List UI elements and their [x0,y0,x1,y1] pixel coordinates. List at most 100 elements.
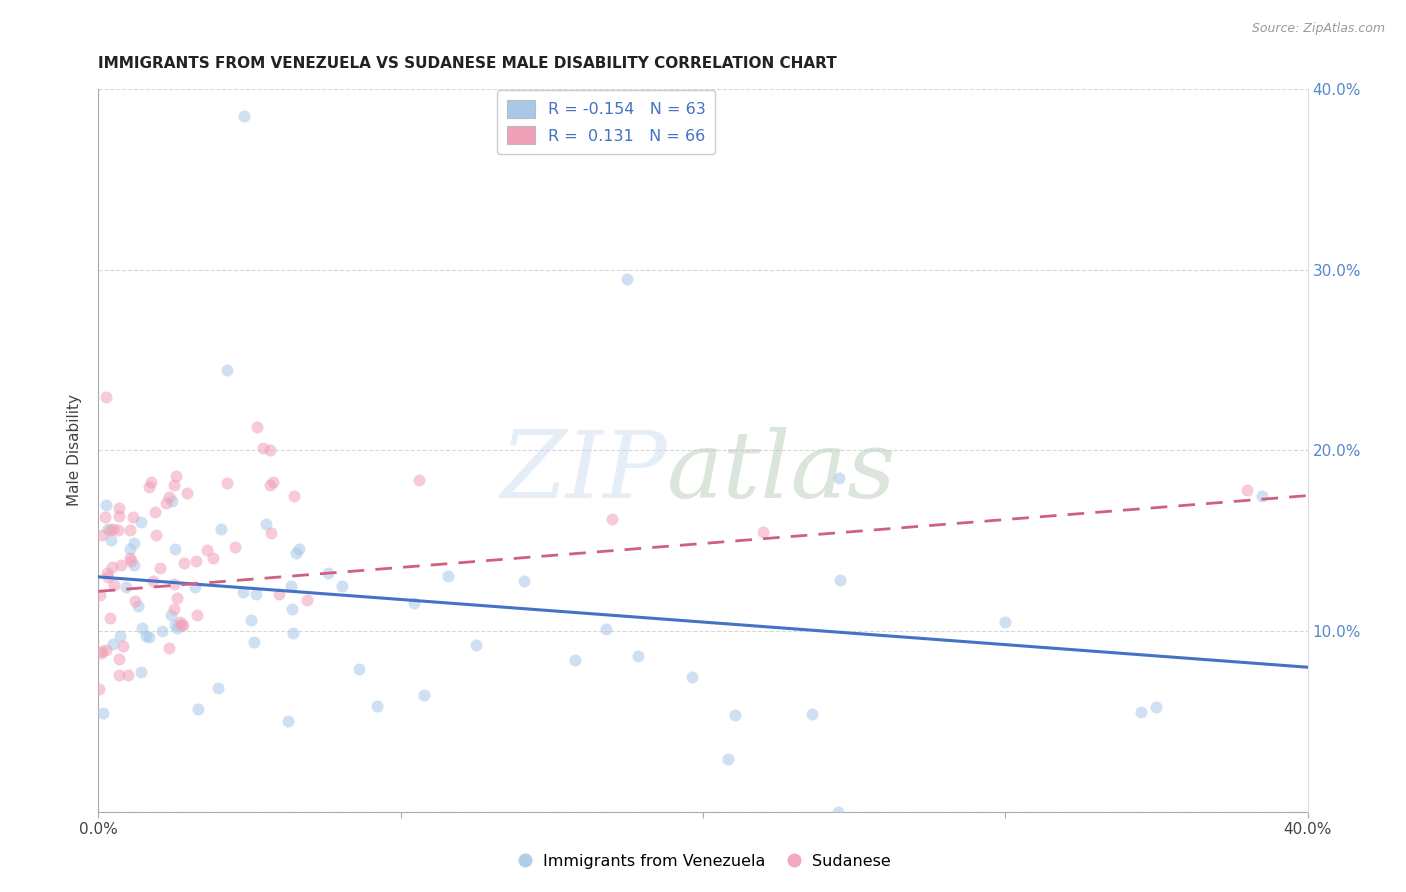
Point [281,626,304,640]
Point [157,641,180,656]
Point [90,644,112,658]
Point [215,475,238,490]
Point [103,577,125,591]
Point [595,622,617,636]
Point [159,490,181,504]
Point [127,599,149,613]
Point [176,486,198,500]
Point [163,577,186,591]
Point [283,489,305,503]
Point [209,523,232,537]
Point [240,613,263,627]
Point [124,558,146,572]
Point [412,688,434,702]
Y-axis label: Male Disability: Male Disability [67,394,83,507]
Point [100,559,122,574]
Point [616,272,638,286]
Point [108,630,131,644]
Point [98,523,121,537]
Point [165,618,187,632]
Point [145,505,167,519]
Text: ZIP: ZIP [501,427,666,517]
Text: atlas: atlas [666,427,896,517]
Point [513,574,536,589]
Point [717,752,740,766]
Point [163,477,186,491]
Point [280,601,302,615]
Legend: Immigrants from Venezuela, Sudanese: Immigrants from Venezuela, Sudanese [509,847,897,875]
Point [232,109,254,123]
Point [262,475,284,490]
Point [602,512,624,526]
Point [408,473,430,487]
Point [108,500,131,515]
Point [101,637,124,651]
Point [165,469,187,483]
Point [107,524,129,538]
Point [108,509,131,524]
Point [160,494,183,508]
Point [224,540,246,554]
Point [117,668,139,682]
Legend: R = -0.154   N = 63, R =  0.131   N = 66: R = -0.154 N = 63, R = 0.131 N = 66 [498,90,716,154]
Point [120,553,142,567]
Point [259,478,281,492]
Point [118,550,141,565]
Point [316,566,339,580]
Point [129,515,152,529]
Point [828,573,851,587]
Point [96,566,118,580]
Point [169,615,191,629]
Point [96,570,118,584]
Point [141,475,163,490]
Point [108,651,131,665]
Point [827,805,849,819]
Point [129,665,152,679]
Point [122,510,145,524]
Text: Source: ZipAtlas.com: Source: ZipAtlas.com [1251,22,1385,36]
Point [87,681,110,696]
Point [166,591,188,606]
Point [124,593,146,607]
Point [186,554,208,568]
Point [186,608,208,623]
Point [724,708,747,723]
Point [246,420,269,434]
Point [800,707,823,722]
Point [347,661,370,675]
Point [277,714,299,728]
Point [295,592,318,607]
Point [1144,700,1167,714]
Point [110,558,132,572]
Point [170,618,193,632]
Point [252,441,274,455]
Point [404,596,426,610]
Point [90,646,112,660]
Point [681,670,703,684]
Point [94,499,117,513]
Point [142,574,165,589]
Text: IMMIGRANTS FROM VENEZUELA VS SUDANESE MALE DISABILITY CORRELATION CHART: IMMIGRANTS FROM VENEZUELA VS SUDANESE MA… [98,56,837,71]
Point [217,363,239,377]
Point [254,517,277,532]
Point [91,527,114,541]
Point [138,480,160,494]
Point [752,524,775,539]
Point [165,542,187,557]
Point [242,635,264,649]
Point [131,621,153,635]
Point [259,442,281,457]
Point [627,649,650,664]
Point [112,639,135,653]
Point [101,522,124,536]
Point [195,543,218,558]
Point [163,602,186,616]
Point [94,643,117,657]
Point [94,509,117,524]
Point [280,579,302,593]
Point [187,702,209,716]
Point [267,587,290,601]
Point [100,533,122,548]
Point [366,699,388,714]
Point [124,535,146,549]
